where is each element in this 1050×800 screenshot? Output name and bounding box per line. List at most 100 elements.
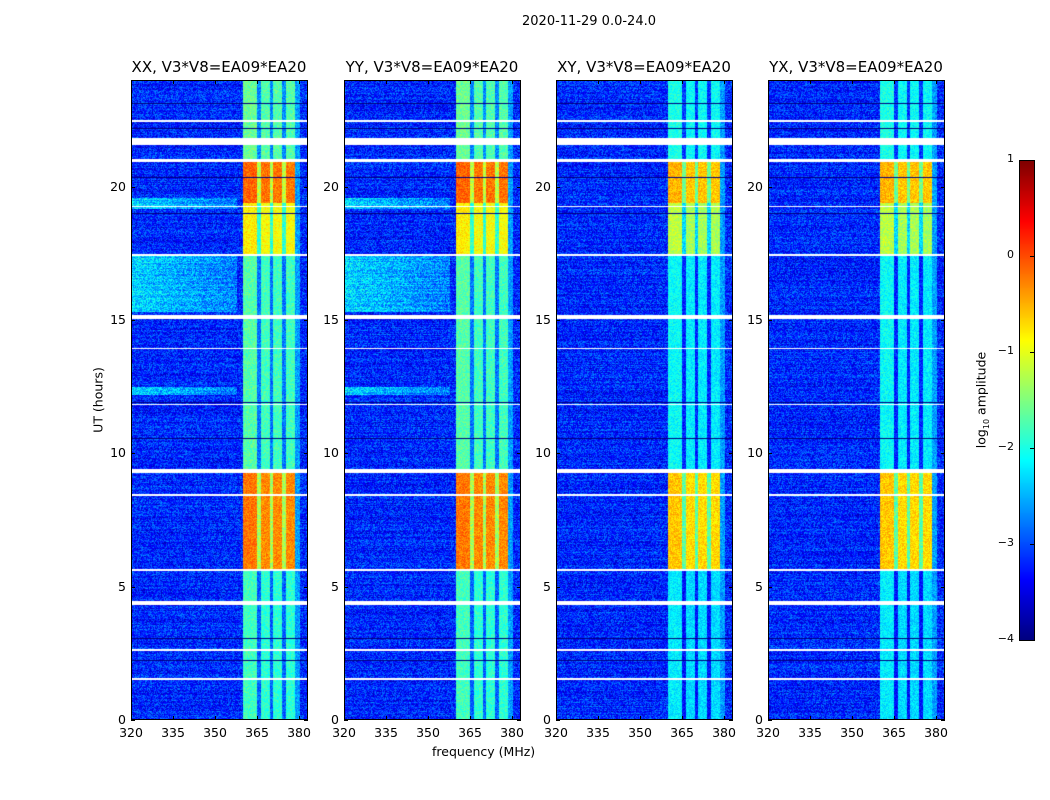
x-tick-mark [173,80,174,84]
x-tick-mark [894,80,896,84]
y-tick-label: 0 [118,712,126,727]
x-tick-mark [344,80,345,84]
y-tick-mark [131,453,135,455]
y-tick-mark [768,320,772,321]
x-tick-mark [724,80,726,84]
panel-title: XY, V3*V8=EA09*EA20 [557,58,731,76]
panel-title: YY, V3*V8=EA09*EA20 [345,58,519,76]
y-tick-label: 10 [110,445,126,461]
panel-title: XX, V3*V8=EA09*EA20 [131,58,307,76]
y-tick-mark [304,586,308,588]
spectrogram-image [769,81,944,719]
x-axis-label: frequency (MHz) [432,744,536,759]
spectrogram-image [132,81,307,719]
x-tick-label: 380 [924,725,948,740]
y-tick-mark [556,453,560,455]
x-tick-label: 350 [416,725,440,740]
colorbar-tick-label: 0 [1007,248,1014,261]
y-tick-label: 20 [535,178,551,194]
y-tick-label: 15 [747,312,763,327]
y-tick-mark [517,453,521,455]
x-tick-label: 320 [119,725,143,740]
y-tick-mark [941,586,945,588]
x-tick-label: 335 [798,725,822,740]
x-tick-label: 335 [374,725,398,740]
y-tick-mark [941,320,945,321]
y-tick-mark [729,586,733,588]
y-tick-mark [344,186,348,188]
x-tick-label: 320 [756,725,780,740]
y-tick-mark [131,720,135,721]
x-tick-mark [131,80,132,84]
y-tick-label: 10 [323,445,339,461]
y-tick-mark [556,586,560,588]
y-tick-mark [768,586,772,588]
y-tick-label: 10 [535,445,551,461]
y-tick-mark [517,186,521,188]
x-tick-label: 350 [203,725,227,740]
colorbar-tick-label: −2 [997,440,1014,453]
y-tick-mark [304,453,308,455]
y-tick-mark [517,320,521,321]
x-tick-mark [894,716,896,720]
x-tick-mark [936,80,938,84]
x-tick-mark [131,716,132,720]
colorbar-tick-mark [1030,256,1035,257]
y-tick-label: 5 [118,578,126,594]
colorbar-tick-label: −3 [997,536,1014,549]
y-tick-mark [556,720,560,721]
colorbar-tick-label: −4 [997,632,1014,645]
x-tick-mark [768,716,769,720]
y-axis-label: UT (hours) [90,367,106,433]
y-tick-label: 5 [331,578,339,594]
x-tick-label: 380 [287,725,311,740]
y-tick-mark [517,586,521,588]
x-tick-label: 365 [882,725,906,740]
colorbar-tick-mark [1030,544,1035,545]
x-tick-mark [173,716,174,720]
x-tick-mark [852,716,854,720]
y-tick-mark [941,720,945,721]
y-tick-mark [344,453,348,455]
spectrogram-image [345,81,520,719]
y-tick-mark [729,453,733,455]
y-tick-mark [131,586,135,588]
x-tick-mark [640,80,642,84]
x-tick-mark [215,80,217,84]
y-tick-label: 5 [755,578,763,594]
y-tick-mark [729,720,733,721]
x-tick-label: 365 [458,725,482,740]
x-tick-mark [768,80,769,84]
y-tick-label: 20 [747,178,763,194]
y-tick-label: 10 [747,445,763,461]
x-tick-mark [215,716,217,720]
y-tick-mark [304,720,308,721]
x-tick-mark [257,716,259,720]
y-tick-mark [941,453,945,455]
y-tick-label: 0 [755,712,763,727]
x-tick-mark [598,80,599,84]
colorbar-tick-label: −1 [997,344,1014,357]
x-tick-mark [299,716,301,720]
x-tick-mark [852,80,854,84]
x-tick-mark [682,716,684,720]
x-tick-mark [344,716,345,720]
y-tick-mark [517,720,521,721]
x-tick-mark [386,80,387,84]
x-tick-mark [512,716,514,720]
x-tick-mark [428,716,430,720]
x-tick-mark [470,716,472,720]
x-tick-mark [640,716,642,720]
y-tick-mark [768,720,772,721]
y-tick-label: 20 [110,178,126,194]
waterfall-panel [344,80,521,720]
colorbar-tick-mark [1030,160,1035,161]
y-tick-mark [556,186,560,188]
x-tick-mark [724,716,726,720]
y-tick-label: 0 [543,712,551,727]
x-tick-label: 320 [544,725,568,740]
x-tick-label: 380 [500,725,524,740]
x-tick-mark [299,80,301,84]
colorbar [1019,160,1035,641]
y-tick-mark [556,320,560,321]
